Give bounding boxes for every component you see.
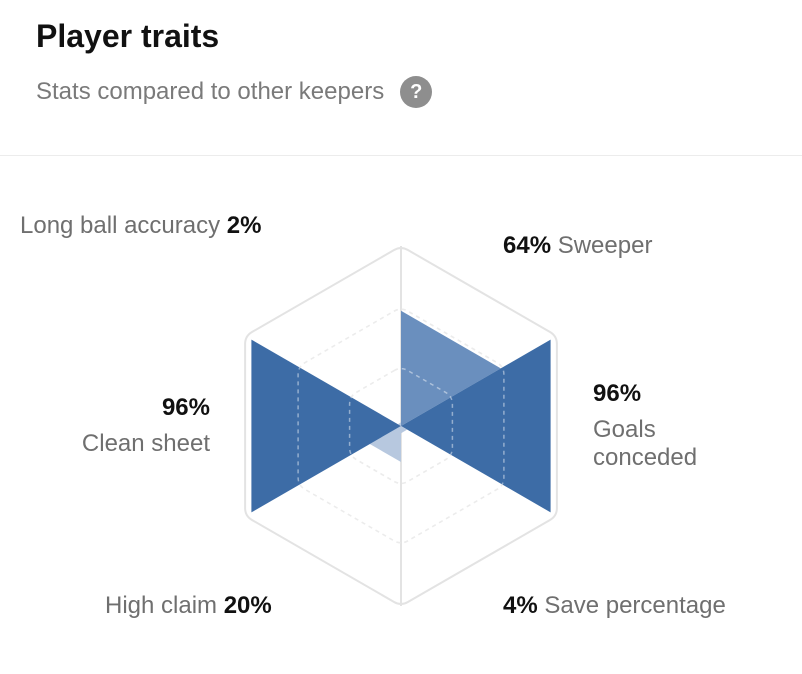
value-high-claim: 20% (223, 592, 272, 619)
label-sweeper: 64% Sweeper (503, 232, 652, 260)
radar-grid-overlay-2 (348, 367, 454, 485)
radar-outline (244, 247, 558, 605)
axis-label-sweeper: Sweeper (557, 232, 653, 259)
wedge-save-percentage (401, 426, 408, 434)
page-title: Player traits (36, 18, 220, 54)
question-mark-circle-icon[interactable]: ? (400, 76, 433, 108)
label-goals-conceded: 96% Goals conceded (593, 380, 697, 472)
page-subtitle: Stats compared to other keepers ? (36, 76, 433, 108)
subtitle-text: Stats compared to other keepers (36, 78, 385, 105)
axis-label-save-percentage: Save percentage (544, 592, 726, 619)
wedge-high-claim (369, 426, 401, 462)
wedge-goals-conceded (401, 339, 551, 513)
value-sweeper: 64% (503, 232, 552, 259)
value-long-ball-accuracy: 2% (226, 212, 262, 239)
label-clean-sheet: 96% Clean sheet (60, 394, 210, 458)
axis-label-high-claim: High claim (105, 592, 218, 619)
radar-wedges (251, 308, 551, 544)
axis-label-goals-conceded-line1: Goals (593, 416, 656, 443)
wedge-sweeper (401, 310, 501, 426)
header: Player traits Stats compared to other ke… (0, 0, 802, 156)
label-save-percentage: 4% Save percentage (503, 592, 726, 620)
label-long-ball-accuracy: Long ball accuracy 2% (20, 212, 261, 240)
radar-grid-overlay-1 (297, 308, 505, 544)
value-clean-sheet: 96% (161, 394, 210, 421)
wedge-long-ball-accuracy (397, 422, 401, 426)
axis-label-goals-conceded-line2: conceded (593, 444, 698, 471)
wedge-clean-sheet (251, 339, 401, 513)
label-high-claim: High claim 20% (105, 592, 272, 620)
axis-label-long-ball-accuracy: Long ball accuracy (20, 212, 221, 239)
axis-label-clean-sheet: Clean sheet (81, 430, 210, 457)
value-save-percentage: 4% (503, 592, 538, 619)
value-goals-conceded: 96% (593, 380, 642, 407)
